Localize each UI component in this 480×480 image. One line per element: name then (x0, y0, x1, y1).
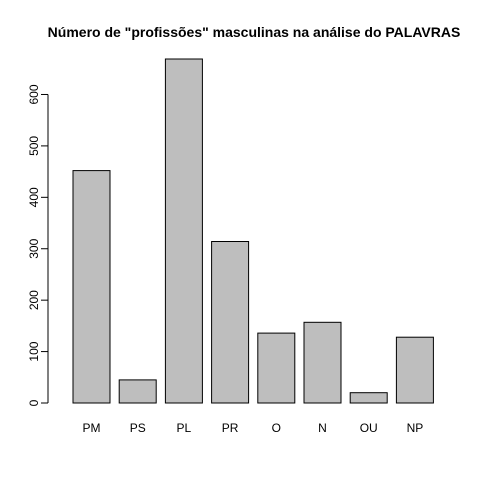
x-tick-label-ps: PS (130, 421, 146, 435)
bar-pl (164, 58, 203, 404)
bar-ou (349, 392, 388, 404)
y-tick-label-200: 200 (27, 290, 41, 310)
x-tick-label-ou: OU (360, 421, 378, 435)
x-tick-label-o: O (272, 421, 281, 435)
x-tick-label-pl: PL (177, 421, 192, 435)
bar-pr (211, 241, 250, 404)
bars-group (72, 58, 434, 404)
x-tick-label-pr: PR (222, 421, 239, 435)
x-tick-labels: PM PS PL PR O N OU NP (83, 421, 424, 435)
bar-o (257, 332, 296, 404)
y-tick-label-500: 500 (27, 136, 41, 156)
y-tick-label-300: 300 (27, 238, 41, 258)
bar-pm (72, 170, 111, 404)
x-tick-label-pm: PM (83, 421, 101, 435)
bar-n (303, 321, 342, 404)
y-tick-label-100: 100 (27, 341, 41, 361)
x-tick-label-n: N (318, 421, 327, 435)
y-tick-label-400: 400 (27, 187, 41, 207)
y-tick-label-600: 600 (27, 84, 41, 104)
y-axis: 0 100 200 300 400 500 600 (27, 84, 49, 406)
x-tick-label-np: NP (407, 421, 424, 435)
bar-np (395, 336, 434, 404)
chart-title: Número de "profissões" masculinas na aná… (48, 24, 461, 40)
bar-ps (118, 379, 157, 404)
y-tick-label-0: 0 (27, 399, 41, 406)
